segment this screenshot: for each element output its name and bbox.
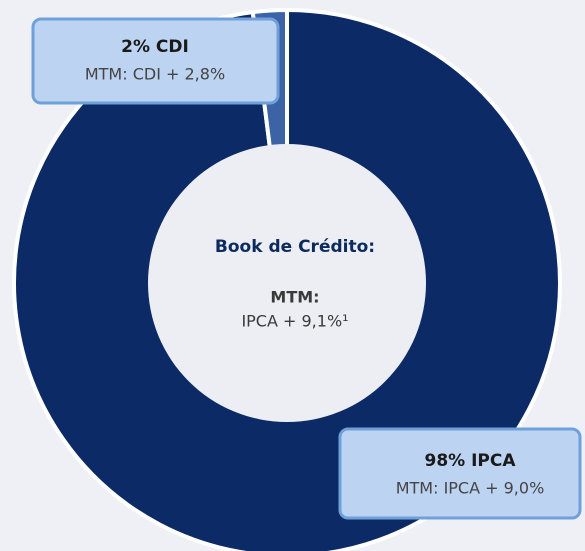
data-sublabel: MTM: IPCA + 9,0% <box>396 479 545 498</box>
data-label: 98% IPCA <box>424 451 516 471</box>
center-value: IPCA + 9,1%¹ <box>241 312 348 331</box>
center-label: MTM: <box>270 288 319 307</box>
data-label: 2% CDI <box>121 37 189 57</box>
donut-hole <box>148 144 426 422</box>
slice <box>12 7 562 551</box>
label-box <box>31 17 280 105</box>
label-box <box>338 427 582 520</box>
center-title: Book de Crédito: <box>215 237 375 257</box>
data-sublabel: MTM: CDI + 2,8% <box>85 65 225 84</box>
